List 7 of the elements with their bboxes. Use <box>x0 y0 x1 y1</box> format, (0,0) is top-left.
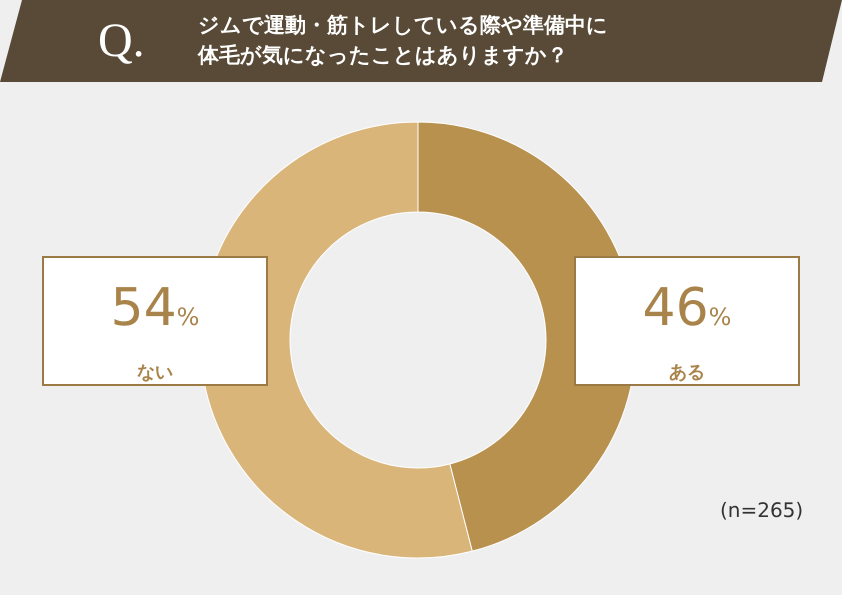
text: Q. <box>98 13 145 69</box>
slice-label: ない <box>136 361 174 384</box>
chart-title: ジムで運動・筋トレしている際や準備中に体毛が気になったことはありますか？ <box>198 12 609 69</box>
slice-label: ある <box>668 361 706 384</box>
text: (n=265) <box>720 498 804 522</box>
data-label: 54% <box>110 278 200 338</box>
data-label: 46% <box>642 278 732 338</box>
